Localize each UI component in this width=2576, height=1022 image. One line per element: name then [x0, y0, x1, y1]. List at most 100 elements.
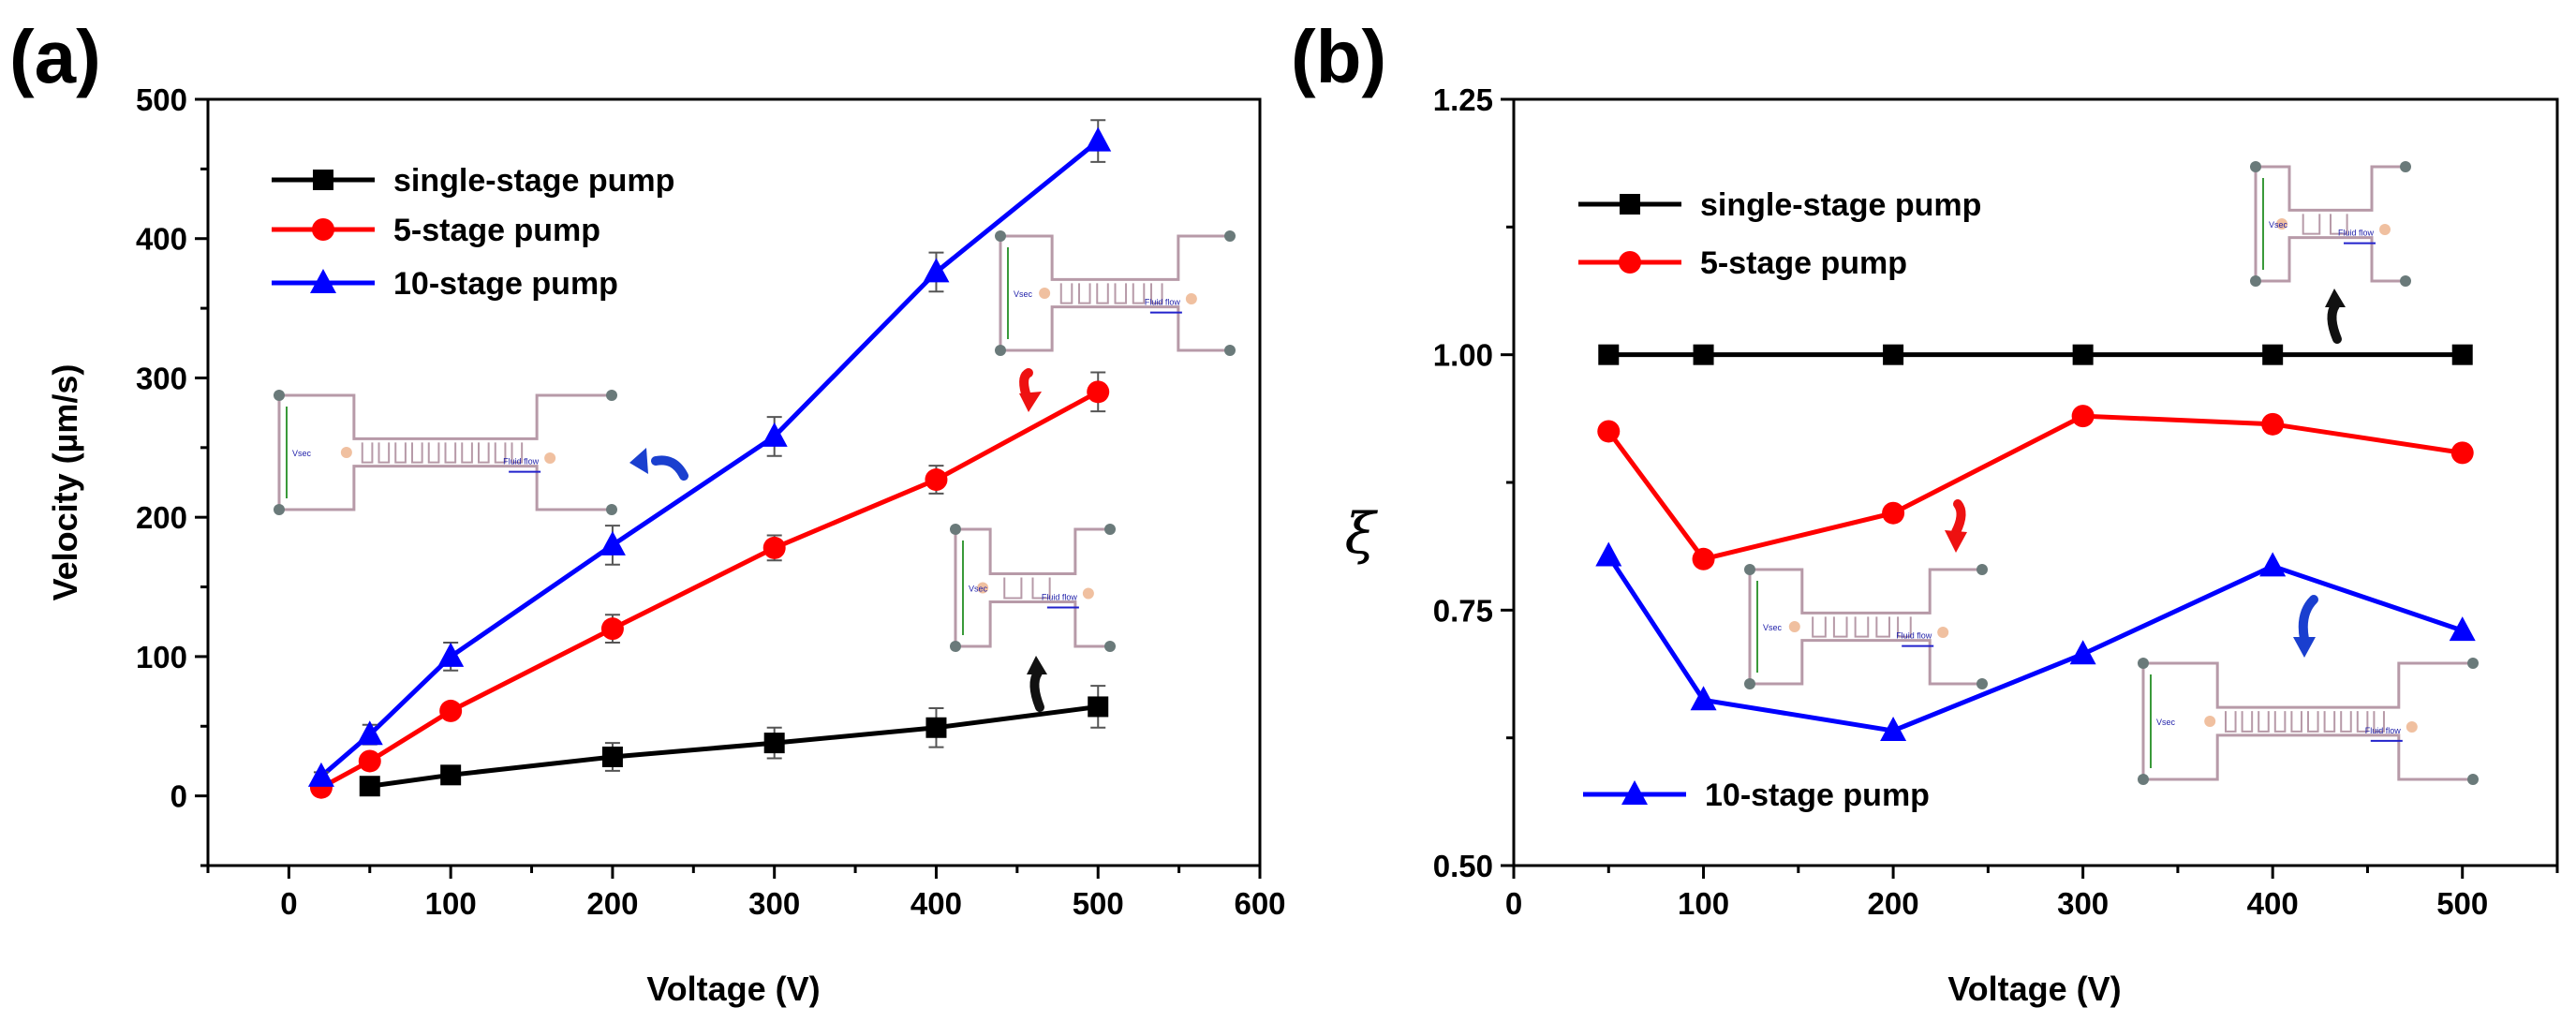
panel-a-data-point: [923, 258, 950, 283]
pump-pad: [2250, 161, 2261, 172]
panel-b-legend-label: single-stage pump: [1700, 187, 1981, 223]
panel-b: (b) 0 100 200 300 400 500 0.50 0.75 1.00 1.25 Vse…: [1291, 15, 2559, 1008]
pump-electrodes: [361, 442, 524, 464]
panel-b-insets: Vsec Fluid flow Vsec Fluid flow Vsec Fluid fl…: [1744, 161, 2479, 785]
panel-b-series-2: [1595, 541, 2476, 742]
arrow-head: [2293, 637, 2316, 658]
panel-b-data-point: [1883, 344, 1904, 365]
pump-inlet: [977, 582, 989, 594]
panel-b-legend-item: 10-stage pump: [1583, 778, 1930, 813]
panel-a-data-point: [599, 530, 626, 555]
arrow-head: [1019, 392, 1042, 412]
pump-voltage-label: Vsec: [1763, 623, 1783, 632]
panel-b-data-point: [1692, 547, 1715, 570]
panel-a-series-line: [369, 704, 1099, 789]
panel-a-ytick-label: 200: [136, 500, 187, 535]
panel-a-xtick-label: 400: [910, 886, 962, 921]
arrow-shaft: [651, 455, 688, 481]
panel-a-legend-item: single-stage pump: [272, 163, 674, 199]
inset-single-stage-pump-b: Vsec Fluid flow: [2250, 161, 2411, 287]
pump-outline: [954, 527, 1110, 648]
panel-a-ytick-label: 100: [136, 640, 187, 674]
arrow-head: [629, 448, 648, 474]
arrow-head: [2325, 289, 2346, 307]
panel-b-data-point: [2071, 405, 2095, 428]
pump-electrodes: [2302, 214, 2348, 235]
pump-voltage-label: Vsec: [2156, 718, 2176, 727]
panel-a-xtick-label: 600: [1234, 886, 1285, 921]
panel-b-xtick-label: 400: [2247, 886, 2299, 921]
panel-a-legend-label: 5-stage pump: [393, 213, 600, 248]
pump-pad: [1976, 678, 1988, 689]
pump-pad: [274, 390, 285, 401]
panel-b-xtick-label: 200: [1868, 886, 1919, 921]
panel-a-series-1: [309, 371, 1110, 799]
pump-outlet: [1937, 627, 1949, 638]
arrow-shaft: [1951, 499, 1966, 537]
panel-a-xtick-label: 0: [280, 886, 297, 921]
panel-a-data-point: [307, 762, 334, 787]
arrow-shaft: [1019, 368, 1033, 398]
panel-a-legend-item: 10-stage pump: [272, 266, 618, 302]
panel-a-xtick-label: 300: [748, 886, 800, 921]
panel-a-data-point: [1088, 696, 1109, 718]
pump-voltage-label: Vsec: [969, 585, 988, 594]
pump-outline: [277, 393, 612, 511]
panel-b-series-line: [1606, 413, 2464, 562]
pump-inlet: [1039, 288, 1051, 299]
panel-a-data-point: [601, 746, 623, 767]
pump-pad: [606, 390, 617, 401]
panel-a-data-point: [356, 720, 383, 746]
panel-b-series: [1595, 344, 2476, 742]
pump-pad: [950, 524, 961, 535]
pump-pad: [606, 504, 617, 515]
arrow-shaft: [2327, 301, 2342, 344]
pump-pad: [1976, 564, 1988, 575]
panel-a-ytick-label: 500: [136, 82, 187, 117]
panel-b-data-point: [1880, 717, 1907, 742]
pump-outline: [2254, 165, 2406, 283]
panel-b-data-point: [1595, 541, 1622, 567]
pump-flow-label: Fluid flow: [1145, 298, 1181, 307]
pump-inlet: [340, 447, 352, 458]
panel-b-legend: single-stage pump 5-stage pump 10-stage pu…: [1578, 187, 1981, 813]
pump-pad: [950, 641, 961, 652]
panel-b-ticks: 0 100 200 300 400 500 0.50 0.75 1.00 1.25: [1433, 82, 2559, 921]
pump-outlet: [1082, 587, 1094, 600]
panel-b-data-point: [2449, 616, 2476, 642]
arrow-head: [1945, 530, 1967, 553]
pump-pad: [995, 230, 1006, 242]
panel-a-data-point: [1087, 380, 1110, 404]
panel-a-series-0: [359, 685, 1109, 797]
panel-a-data-point: [762, 536, 786, 559]
panel-a-ylabel: Velocity (µm/s): [46, 364, 84, 601]
panel-a-xtick-label: 100: [425, 886, 477, 921]
pump-pad: [2250, 275, 2261, 287]
arrow-to-10-stage-b: [2293, 595, 2318, 658]
panel-a-xlabel: Voltage (V): [646, 970, 820, 1008]
panel-b-data-point: [1693, 344, 1714, 365]
panel-b-data-point: [2450, 441, 2474, 465]
arrow-to-5-stage-b: [1945, 499, 1967, 553]
panel-a-data-point: [440, 764, 462, 786]
panel-b-data-point: [2259, 552, 2287, 577]
panel-b-data-point: [2451, 344, 2473, 365]
arrow-to-single-stage: [1027, 656, 1047, 712]
panel-a-ticks: 0 100 200 300 400 500 600 0 100 200 300 400 500: [136, 82, 1286, 921]
pump-pad: [2138, 774, 2149, 785]
panel-a-data-point: [1085, 126, 1112, 152]
pump-pad: [1744, 678, 1755, 689]
panel-b-data-point: [1882, 501, 1905, 525]
arrow-to-10-stage: [629, 448, 688, 481]
panel-a-xtick-label: 200: [586, 886, 638, 921]
pump-pad: [995, 345, 1006, 356]
pump-pad: [2400, 275, 2411, 287]
pump-outlet: [1185, 293, 1197, 304]
panel-b-legend-marker: [1619, 251, 1641, 274]
pump-outlet: [2406, 721, 2418, 733]
panel-b-legend-item: single-stage pump: [1578, 187, 1981, 223]
pump-voltage-label: Vsec: [1014, 289, 1033, 299]
panel-b-data-point: [2072, 344, 2094, 365]
panel-b-legend-marker: [1620, 194, 1640, 215]
panel-a-legend: single-stage pump 5-stage pump 10-stage pu…: [272, 163, 674, 302]
